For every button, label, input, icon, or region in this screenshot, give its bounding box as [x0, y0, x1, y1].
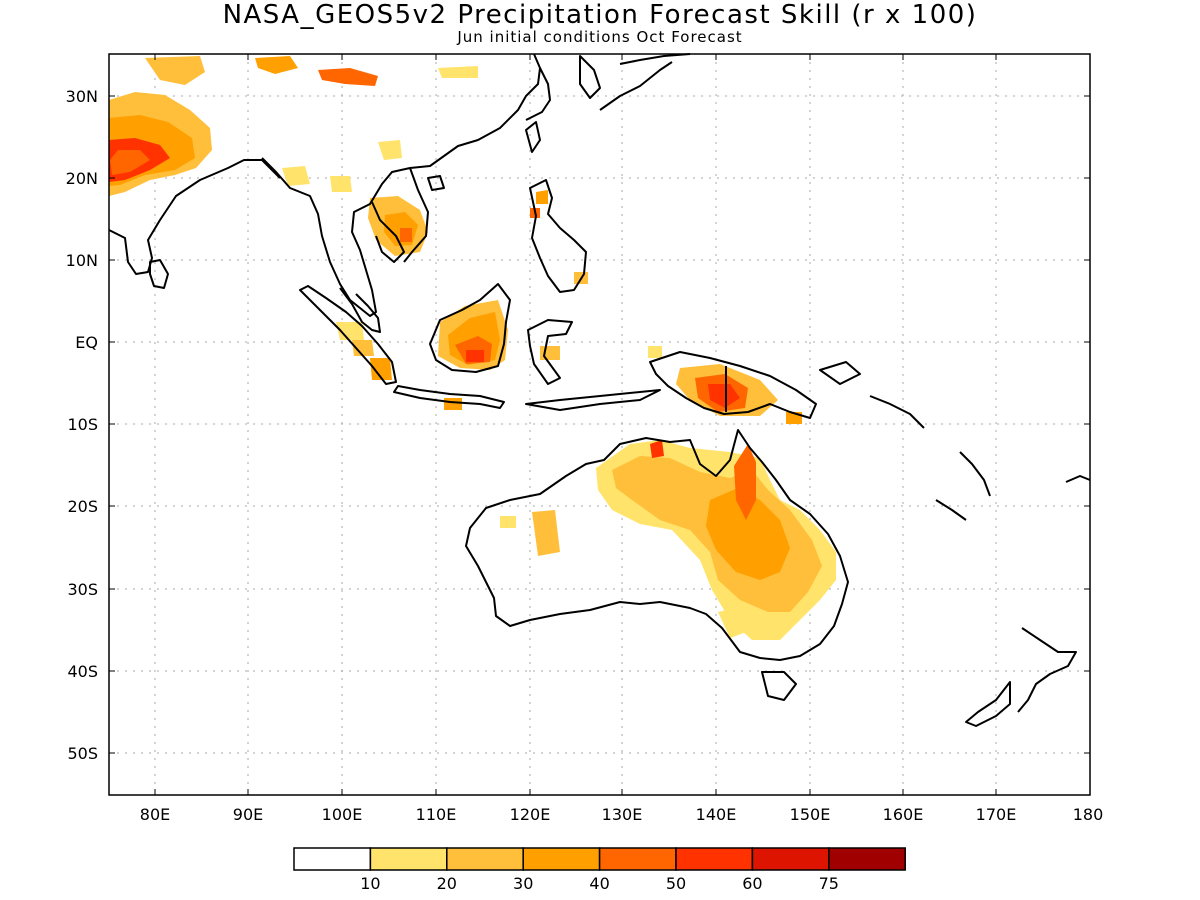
coast-timor: [525, 389, 661, 411]
colorbar-label: 10: [360, 874, 380, 893]
coast-gulf-thailand: [371, 201, 405, 263]
shade-sumatra-c: [370, 358, 392, 380]
colorbar-label: 20: [437, 874, 457, 893]
x-tick-label: 150E: [790, 805, 831, 824]
coast-bay-bengal: [261, 53, 541, 317]
shade-aus-hot2: [650, 440, 664, 458]
shade-aus-core: [706, 488, 790, 580]
x-tick-label: 170E: [976, 805, 1017, 824]
colorbar-label: 60: [742, 874, 762, 893]
coast-australia: [465, 429, 849, 661]
shade-phil-a: [536, 190, 548, 204]
shade-sulawesi: [540, 346, 560, 360]
y-tick-label: 10S: [67, 415, 98, 434]
coast-nz-south: [965, 681, 1011, 727]
shade-india-core2: [110, 150, 150, 175]
y-axis-labels: 30N 20N 10N EQ 10S 20S 30S 40S 50S: [66, 87, 98, 763]
coast-srilanka: [149, 259, 169, 289]
coast-china-east: [525, 67, 551, 121]
colorbar-swatch: [751, 847, 830, 871]
coast-newguinea: [649, 351, 817, 419]
axis-ticks: [109, 54, 1090, 795]
x-tick-label: 120E: [510, 805, 551, 824]
x-tick-label: 90E: [233, 805, 263, 824]
coast-taiwan: [525, 121, 541, 153]
coast-nz-north: [1017, 627, 1077, 713]
shade-sumatra-a: [336, 322, 364, 340]
x-tick-label: 100E: [322, 805, 363, 824]
shade-java: [444, 398, 462, 410]
colorbar-swatch: [293, 847, 372, 871]
coast-malay: [339, 287, 381, 333]
coast-borneo: [429, 283, 511, 373]
y-tick-label: 30S: [67, 580, 98, 599]
shade-thai-a: [330, 176, 352, 192]
map-subtitle: Jun initial conditions Oct Forecast: [457, 28, 743, 46]
shade-aus-hot: [734, 444, 756, 520]
y-tick-label: 20N: [66, 169, 98, 188]
y-tick-label: 50S: [67, 744, 98, 763]
colorbar-swatch: [828, 847, 906, 871]
coastlines: [108, 53, 1091, 727]
colorbar-label: 30: [513, 874, 533, 893]
colorbar: 10 20 30 40 50 60 75: [293, 847, 906, 893]
y-tick-label: 20S: [67, 497, 98, 516]
coast-fiji: [1065, 475, 1091, 483]
coast-sulawesi: [527, 319, 573, 385]
x-tick-label: 80E: [140, 805, 170, 824]
y-tick-label: 40S: [67, 662, 98, 681]
colorbar-swatch: [598, 847, 677, 871]
shade-ng-core: [708, 384, 740, 408]
shade-aus-west-b: [500, 516, 516, 528]
shade-aus-se: [718, 606, 752, 638]
shade-china-b: [378, 140, 402, 160]
coast-vietnam: [403, 167, 429, 263]
shade-sumatra-b: [352, 340, 374, 356]
x-tick-label: 110E: [416, 805, 457, 824]
coast-java: [393, 385, 505, 409]
coast-korea: [579, 55, 601, 99]
shade-aus-west-a: [532, 510, 560, 556]
coast-vanuatu: [935, 499, 967, 521]
coast-philippines: [529, 179, 587, 293]
colorbar-swatch: [675, 847, 754, 871]
shade-borneo-hot: [466, 350, 484, 362]
coast-tasmania: [761, 671, 797, 701]
y-tick-label: EQ: [75, 333, 98, 352]
coast-hainan: [427, 175, 445, 191]
shade-himalaya-a: [145, 56, 205, 85]
coast-india: [108, 159, 281, 275]
coast-new-britain: [819, 361, 861, 385]
colorbar-swatch: [522, 847, 601, 871]
colorbar-label: 75: [819, 874, 839, 893]
shade-tibet: [318, 68, 378, 86]
colorbar-swatch: [446, 847, 524, 871]
map-title: NASA_GEOS5v2 Precipitation Forecast Skil…: [222, 0, 978, 30]
coast-newcaledonia: [959, 451, 991, 497]
coast-solomons: [869, 395, 925, 429]
colorbar-label: 40: [589, 874, 609, 893]
y-tick-label: 10N: [66, 251, 98, 270]
x-tick-label: 160E: [883, 805, 924, 824]
x-tick-label: 180: [1073, 805, 1104, 824]
coast-sumatra: [299, 285, 397, 385]
x-axis-labels: 80E 90E 100E 110E 120E 130E 140E 150E 16…: [140, 805, 1104, 824]
colorbar-swatch: [369, 847, 448, 871]
shade-indochina-hot: [400, 228, 412, 242]
shade-himalaya-b: [255, 56, 298, 74]
shade-burma: [282, 166, 310, 186]
gridlines: [109, 54, 1090, 795]
colorbar-label: 50: [666, 874, 686, 893]
x-tick-label: 140E: [696, 805, 737, 824]
y-tick-label: 30N: [66, 87, 98, 106]
skill-shading: [109, 56, 836, 640]
coast-japan: [599, 53, 691, 111]
shade-ng-west: [648, 346, 662, 358]
shade-china-a: [438, 66, 478, 78]
x-tick-label: 130E: [602, 805, 643, 824]
